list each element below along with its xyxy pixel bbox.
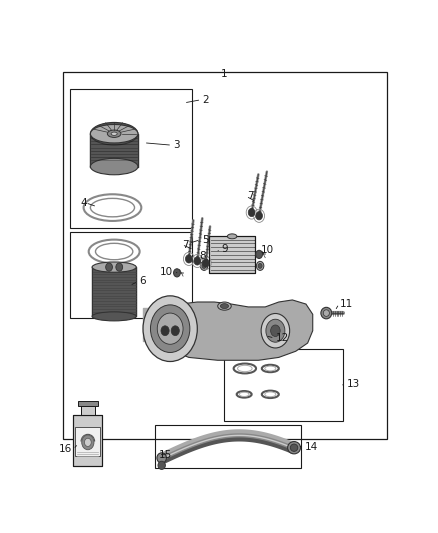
Circle shape: [258, 263, 262, 268]
Polygon shape: [209, 236, 255, 273]
Text: 16: 16: [59, 445, 72, 454]
Text: 7: 7: [247, 191, 254, 201]
Circle shape: [151, 305, 190, 352]
Polygon shape: [74, 415, 102, 466]
Circle shape: [143, 296, 197, 361]
Text: 2: 2: [202, 95, 209, 104]
Circle shape: [171, 326, 179, 336]
Text: 9: 9: [221, 244, 228, 254]
Circle shape: [266, 319, 285, 342]
Polygon shape: [81, 406, 95, 415]
Circle shape: [173, 269, 180, 277]
Ellipse shape: [90, 123, 138, 145]
Circle shape: [157, 313, 183, 344]
Text: 10: 10: [159, 268, 173, 278]
Circle shape: [194, 257, 201, 265]
Text: 12: 12: [276, 333, 289, 343]
Text: 15: 15: [159, 450, 173, 459]
Text: 5: 5: [202, 235, 208, 245]
Ellipse shape: [256, 261, 264, 270]
Ellipse shape: [90, 158, 138, 175]
Ellipse shape: [218, 302, 231, 310]
Circle shape: [248, 208, 255, 216]
Text: 1: 1: [221, 69, 228, 79]
Ellipse shape: [92, 262, 136, 272]
Ellipse shape: [107, 130, 121, 138]
Circle shape: [271, 325, 280, 336]
Polygon shape: [75, 427, 100, 456]
Text: 7: 7: [182, 239, 189, 249]
Text: 3: 3: [173, 140, 180, 150]
Text: 14: 14: [305, 442, 318, 452]
Polygon shape: [78, 401, 98, 406]
Circle shape: [82, 435, 94, 450]
Circle shape: [185, 255, 192, 263]
Circle shape: [116, 263, 123, 271]
Circle shape: [161, 326, 169, 336]
Circle shape: [256, 251, 262, 259]
Ellipse shape: [323, 310, 329, 317]
Ellipse shape: [111, 132, 117, 135]
Polygon shape: [155, 300, 313, 360]
Circle shape: [202, 259, 209, 267]
Ellipse shape: [90, 125, 138, 143]
Text: 6: 6: [139, 277, 145, 286]
Circle shape: [202, 263, 206, 268]
Ellipse shape: [220, 304, 229, 309]
Ellipse shape: [290, 444, 298, 451]
Circle shape: [261, 313, 290, 348]
Ellipse shape: [158, 461, 166, 470]
Text: 10: 10: [261, 245, 274, 255]
Text: 11: 11: [340, 298, 353, 309]
Ellipse shape: [227, 234, 237, 239]
Ellipse shape: [321, 308, 332, 319]
Text: 8: 8: [199, 251, 206, 261]
Ellipse shape: [200, 261, 208, 270]
Circle shape: [256, 212, 262, 220]
Text: 13: 13: [346, 379, 360, 389]
Ellipse shape: [92, 312, 136, 321]
Ellipse shape: [288, 441, 300, 454]
Ellipse shape: [157, 453, 166, 463]
Text: 4: 4: [80, 198, 87, 208]
Circle shape: [106, 263, 113, 271]
Circle shape: [85, 438, 91, 447]
